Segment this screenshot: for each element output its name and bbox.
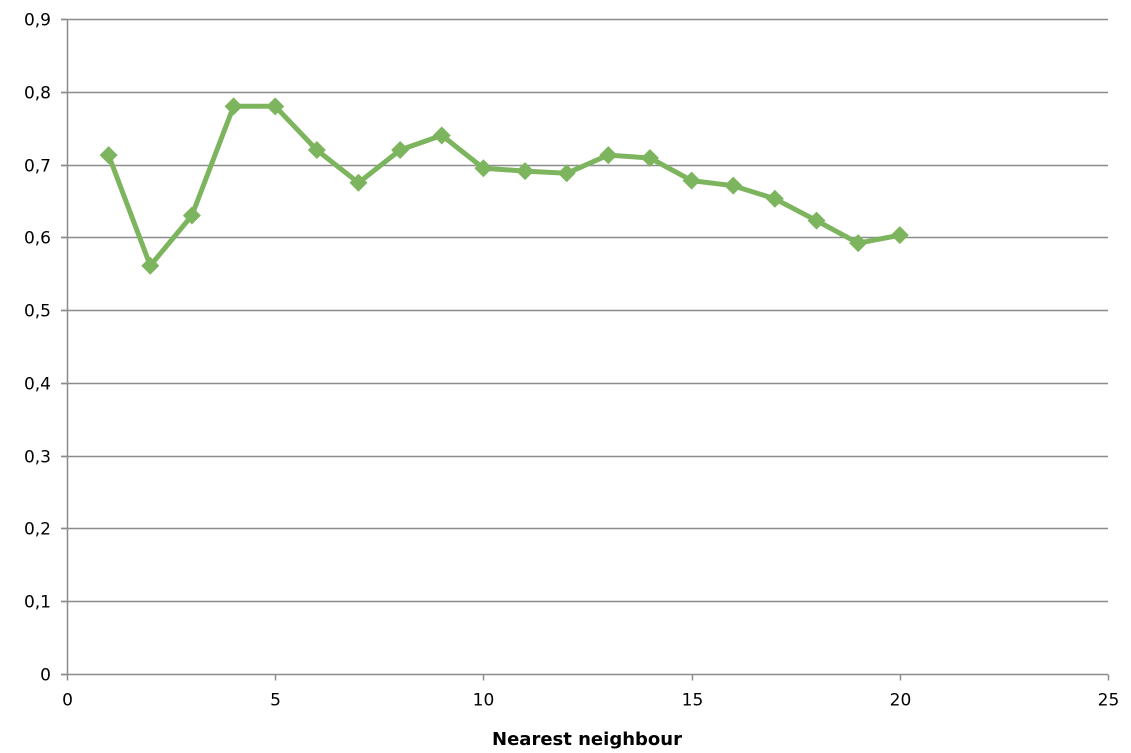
x-tick-label: 20 <box>890 691 912 711</box>
series-line <box>106 103 903 269</box>
data-point-marker <box>224 97 243 116</box>
y-tick-label: 0,9 <box>24 11 51 31</box>
y-tick-label: 0,7 <box>24 157 51 177</box>
data-point-marker <box>516 162 535 181</box>
x-tick-label: 10 <box>473 691 495 711</box>
data-point-marker <box>557 164 576 183</box>
x-tick-labels: 0 5 10 15 20 25 <box>62 691 1119 711</box>
y-tick-label: 0,4 <box>24 375 51 395</box>
x-tick-label: 0 <box>62 691 73 711</box>
x-axis-title: Nearest neighbour <box>492 729 682 750</box>
data-point-marker <box>724 176 743 195</box>
y-tick-labels: 0 0,1 0,2 0,3 0,4 0,5 0,6 0,7 0,8 0,9 <box>24 11 51 686</box>
y-tick-label: 0,8 <box>24 84 51 104</box>
data-point-marker <box>307 141 326 159</box>
data-point-marker <box>99 146 118 165</box>
y-tick-label: 0,5 <box>24 302 51 322</box>
data-point-marker <box>141 256 160 275</box>
y-tick-label: 0,6 <box>24 229 51 249</box>
data-point-marker <box>182 206 201 225</box>
data-point-marker <box>849 234 868 253</box>
data-point-marker <box>266 97 285 116</box>
y-tick-label: 0,1 <box>24 593 51 613</box>
x-tick-label: 15 <box>682 691 704 711</box>
data-point-marker <box>432 126 451 145</box>
x-tick-label: 25 <box>1098 691 1120 711</box>
data-point-marker <box>599 146 618 165</box>
y-tick-label: 0,2 <box>24 520 51 540</box>
y-tick-label: 0 <box>40 666 51 686</box>
data-point-marker <box>807 211 826 230</box>
data-point-marker <box>682 171 701 190</box>
data-point-marker <box>765 189 784 208</box>
gridlines <box>61 18 1108 603</box>
data-point-marker <box>640 149 659 168</box>
data-point-marker <box>474 159 493 178</box>
series-group <box>99 97 909 275</box>
x-tick-label: 5 <box>270 691 281 711</box>
data-point-marker <box>349 173 368 192</box>
data-point-marker <box>391 141 410 159</box>
y-tick-label: 0,3 <box>24 448 51 468</box>
axes <box>61 18 1110 681</box>
data-point-marker <box>890 226 909 245</box>
